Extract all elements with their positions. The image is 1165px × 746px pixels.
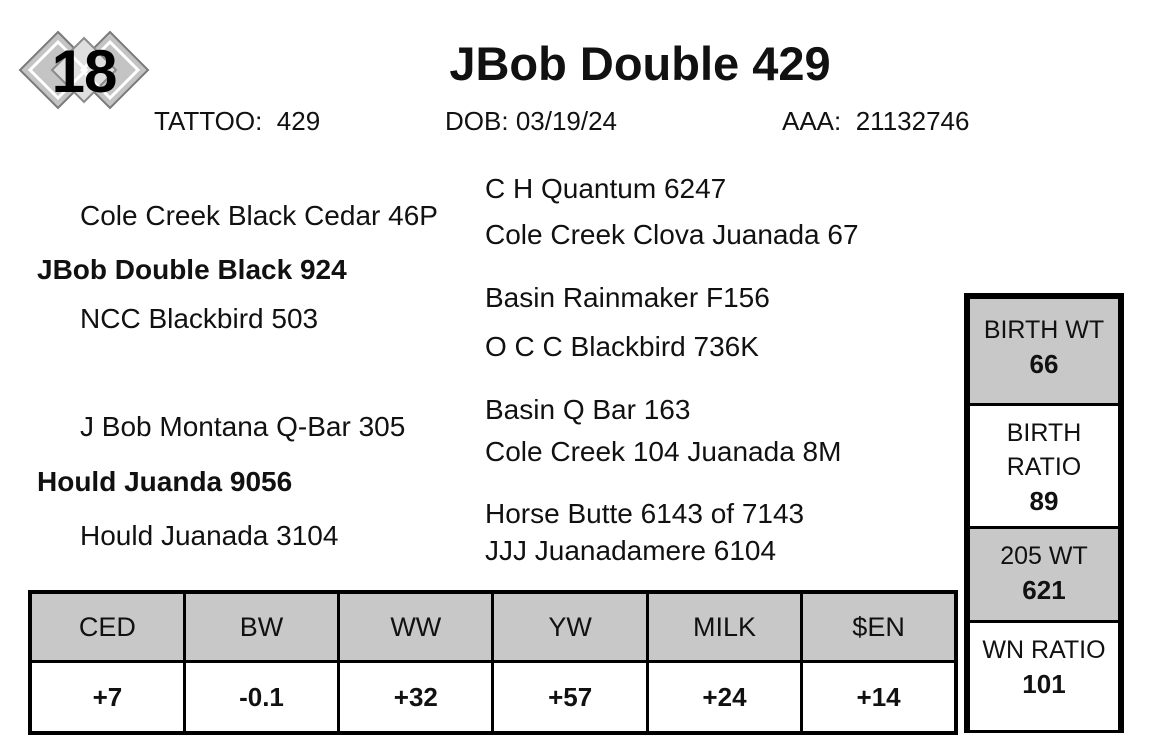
epd-header-ced: CED [28,590,186,663]
epd-table: CED BW WW YW MILK $EN +7 -0.1 +32 +57 +2… [28,590,958,735]
epd-value-row: +7 -0.1 +32 +57 +24 +14 [28,660,958,735]
epd-value-en: +14 [800,660,958,735]
pedigree-dam-dam-sire: Horse Butte 6143 of 7143 [485,498,805,529]
pedigree-dam-dam: Hould Juanada 3104 [80,520,339,551]
epd-header-ww: WW [337,590,495,663]
animal-name-title: JBob Double 429 [449,37,831,90]
lot-badge: 18 [18,30,150,110]
epd-value-bw: -0.1 [182,660,341,735]
birth-ratio-label-line1: BIRTH [1006,419,1082,447]
lot-number: 18 [51,38,118,105]
tattoo-label: TATTOO: [154,106,263,136]
birth-weight-value: 66 [1029,349,1059,379]
birth-ratio-value: 89 [1029,486,1059,516]
birth-weight-stat: BIRTH WT 66 [970,299,1118,403]
pedigree-sire-sire-dam: Cole Creek Clova Juanada 67 [485,219,859,250]
pedigree-dam-sire-dam: Cole Creek 104 Juanada 8M [485,436,842,467]
pedigree-sire-dam-sire: Basin Rainmaker F156 [485,282,770,313]
weaning-ratio-label: WN RATIO [982,636,1106,664]
pedigree-sire-dam: NCC Blackbird 503 [80,303,319,334]
epd-header-bw: BW [182,590,341,663]
pedigree-sire-sire: Cole Creek Black Cedar 46P [80,200,438,231]
pedigree-sire: JBob Double Black 924 [37,254,347,285]
weaning-ratio-value: 101 [1022,669,1066,699]
performance-stats-box: BIRTH WT 66 BIRTH RATIO 89 205 WT 621 WN… [964,293,1124,733]
pedigree-sire-sire-sire: C H Quantum 6247 [485,173,727,204]
pedigree-dam: Hould Juanda 9056 [37,466,293,497]
epd-value-ced: +7 [28,660,186,735]
weight-205-value: 621 [1022,575,1066,605]
pedigree-dam-sire: J Bob Montana Q-Bar 305 [80,411,406,442]
dob-label: DOB: [445,106,509,136]
weight-205-label: 205 WT [1000,542,1088,570]
epd-header-yw: YW [491,590,649,663]
epd-header-en: $EN [800,590,958,663]
epd-value-ww: +32 [337,660,495,735]
birth-ratio-label-line2: RATIO [1006,453,1082,481]
birth-ratio-stat: BIRTH RATIO 89 [970,406,1118,526]
epd-header-row: CED BW WW YW MILK $EN [28,590,958,663]
pedigree-dam-dam-dam: JJJ Juanadamere 6104 [485,535,777,566]
epd-header-milk: MILK [645,590,804,663]
dob-info: DOB: 03/19/24 [445,106,617,137]
epd-value-milk: +24 [645,660,804,735]
weight-205-stat: 205 WT 621 [970,529,1118,620]
weaning-ratio-stat: WN RATIO 101 [970,623,1118,730]
birth-weight-label: BIRTH WT [983,316,1105,344]
epd-value-yw: +57 [491,660,649,735]
diamond-lot-badge-icon [18,30,150,110]
pedigree-sire-dam-dam: O C C Blackbird 736K [485,331,759,362]
pedigree-dam-sire-sire: Basin Q Bar 163 [485,394,691,425]
aaa-value: 21132746 [855,106,970,136]
aaa-label: AAA: [782,106,842,136]
tattoo-value: 429 [276,106,321,136]
tattoo-info: TATTOO: 429 [154,106,320,137]
dob-value: 03/19/24 [515,106,618,136]
aaa-info: AAA: 21132746 [782,106,969,137]
